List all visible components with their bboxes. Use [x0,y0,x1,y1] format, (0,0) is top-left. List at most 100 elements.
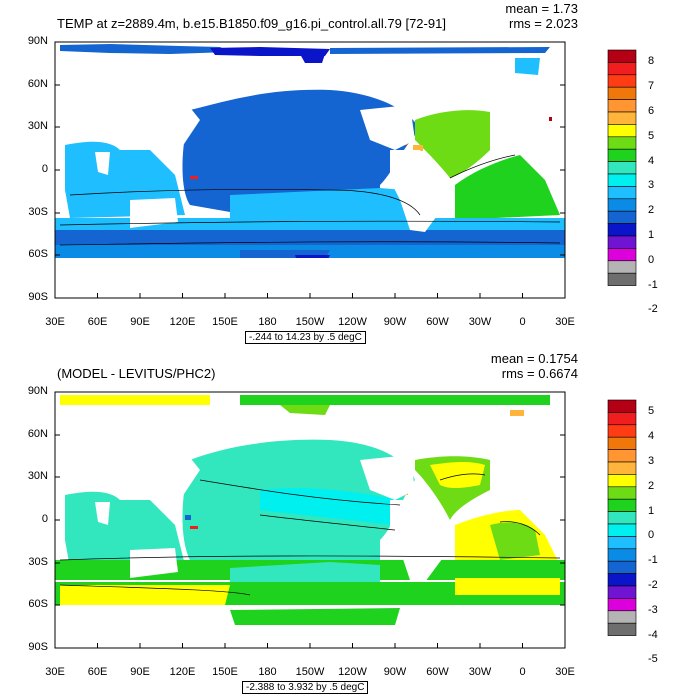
colorbar-swatch [607,260,637,274]
colorbar-swatch [607,622,637,636]
y-label-0: 0 [41,513,48,525]
y-label-30s: 30S [28,206,48,218]
x-label: 90E [130,666,150,678]
x-label: 90W [383,666,407,678]
colorbar-label: 2 [648,479,655,492]
colorbar-label: 0 [648,253,655,266]
colorbar-swatch [607,49,637,63]
y-label-90s: 90S [28,641,48,653]
colorbar-swatch [607,111,637,125]
colorbar-swatch [607,474,637,488]
y-label-60n: 60N [27,78,48,90]
x-label: 30W [468,316,492,328]
x-label: 60W [426,316,449,328]
colorbar-label: 3 [648,179,655,192]
x-label: 90E [130,316,150,328]
colorbar-swatch [607,173,637,187]
x-label: 120E [169,316,196,328]
x-label: 60E [87,316,108,328]
colorbar-label: 4 [648,154,655,167]
colorbar-swatch [607,610,637,624]
x-ticks [97,293,523,298]
colorbar-swatch [607,210,637,224]
rms-value: rms = 2.023 [508,16,578,31]
temperature-colorbar [607,49,637,286]
y-label-30n: 30N [27,470,48,482]
colorbar-label: 5 [648,129,655,142]
colorbar-label: -2 [648,579,658,591]
colorbar-label: 8 [648,55,655,68]
colorbar-label: 0 [648,529,655,542]
y-label-30n: 30N [27,120,48,132]
colorbar-swatch [607,74,637,88]
x-label: 90W [383,316,407,328]
y-label-30s: 30S [28,556,48,568]
x-label: 30E [555,666,575,678]
contour-range-label: -2.388 to 3.932 by .5 degC [242,681,369,694]
colorbar-swatch [607,498,637,512]
y-label-0: 0 [41,163,48,175]
colorbar-swatch [607,136,637,150]
colorbar-swatch [607,511,637,525]
ocean-field [55,44,565,298]
x-label: 0 [519,316,526,328]
colorbar-label: -4 [648,628,658,641]
colorbar-swatch [607,598,637,612]
colorbar-swatch [607,198,637,212]
y-ticks [55,391,565,606]
panel-title: TEMP at z=2889.4m, b.e15.B1850.f09_g16.p… [57,16,446,31]
x-label: 180 [258,666,277,678]
colorbar-label: -1 [648,554,658,567]
colorbar-swatch [607,148,637,162]
panel-temperature: TEMP at z=2889.4m, b.e15.B1850.f09_g16.p… [27,1,658,344]
x-label: 180 [258,316,277,328]
colorbar-swatch [607,235,637,249]
colorbar-label: -1 [648,278,658,291]
y-label-90n: 90N [27,385,48,397]
temperature-map [54,41,637,299]
x-label: 150E [212,316,238,328]
x-label: 150E [212,666,238,678]
mean-value: mean = 0.1754 [490,351,578,366]
colorbar-swatch [607,412,637,426]
colorbar-label: 1 [648,504,655,517]
colorbar-swatch [607,560,637,574]
x-label: 60W [426,666,449,678]
difference-map [54,391,637,649]
colorbar-swatch [607,436,637,450]
y-label-60s: 60S [28,598,48,610]
colorbar-label: -2 [648,303,658,316]
colorbar-swatch [607,223,637,237]
x-label: 120W [338,666,367,678]
y-label-60n: 60N [27,428,48,440]
colorbar-swatch [607,186,637,200]
ocean-field [55,395,565,648]
contour-range-label: -.244 to 14.23 by .5 degC [245,331,366,344]
colorbar-swatch [607,536,637,550]
colorbar-label: 2 [648,204,655,217]
colorbar-swatch [607,161,637,175]
x-ticks [97,643,523,648]
colorbar-swatch [607,573,637,587]
colorbar-label: 6 [648,105,655,117]
colorbar-swatch [607,523,637,537]
colorbar-swatch [607,424,637,438]
colorbar-swatch [607,548,637,562]
panel-title: (MODEL - LEVITUS/PHC2) [57,366,216,381]
panel-difference: (MODEL - LEVITUS/PHC2) mean = 0.1754 rms… [0,350,700,700]
colorbar-label: -5 [648,653,658,666]
colorbar-swatch [607,399,637,413]
x-label: 60E [87,666,108,678]
y-label-60s: 60S [28,248,48,260]
colorbar-label: 1 [648,229,655,241]
y-label-90n: 90N [27,35,48,47]
x-label: 150W [295,666,325,678]
colorbar-swatch [607,86,637,100]
x-label: 30E [555,316,575,328]
x-label: 30E [45,316,65,328]
colorbar-swatch [607,585,637,599]
x-label: 30E [45,666,65,678]
colorbar-swatch [607,449,637,463]
colorbar-label: -3 [648,603,658,616]
y-ticks [55,41,565,256]
